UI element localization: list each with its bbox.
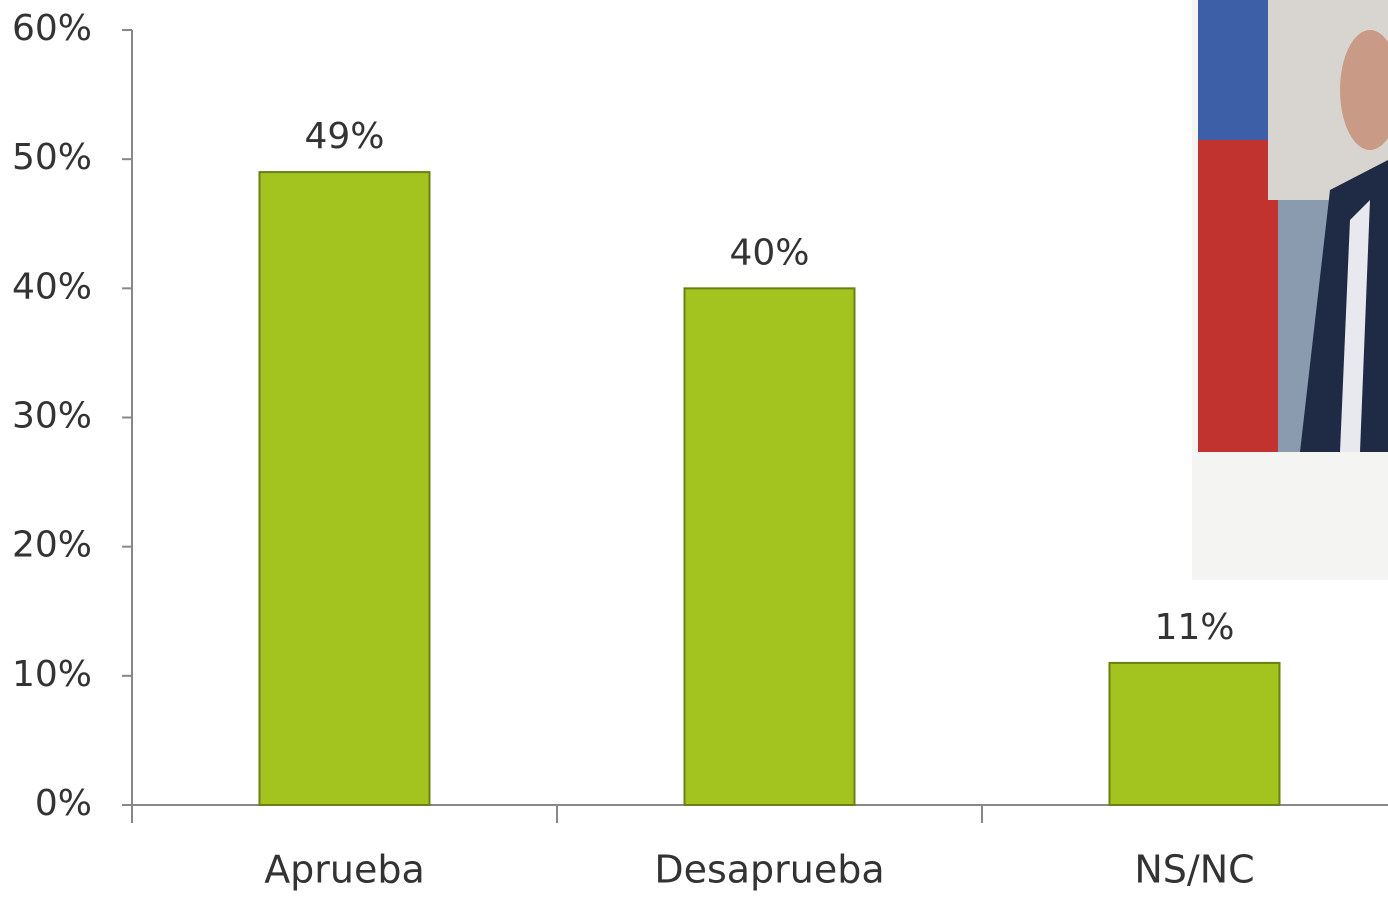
- data-label: 40%: [729, 232, 809, 273]
- y-tick-label: 30%: [12, 396, 92, 437]
- x-tick-label: Aprueba: [264, 848, 425, 892]
- y-tick-label: 10%: [12, 654, 92, 695]
- y-tick-label: 60%: [12, 8, 92, 49]
- x-tick-label: Desaprueba: [654, 848, 884, 892]
- data-label: 11%: [1154, 607, 1234, 648]
- y-tick-label: 40%: [12, 266, 92, 307]
- y-tick-label: 0%: [35, 783, 92, 824]
- bar: [683, 287, 856, 807]
- photo: [1192, 0, 1388, 580]
- bar: [258, 171, 431, 807]
- y-tick-label: 50%: [12, 137, 92, 178]
- bar: [1108, 661, 1281, 807]
- x-tick-label: NS/NC: [1134, 848, 1254, 892]
- y-tick-label: 20%: [12, 525, 92, 566]
- data-label: 49%: [304, 116, 384, 157]
